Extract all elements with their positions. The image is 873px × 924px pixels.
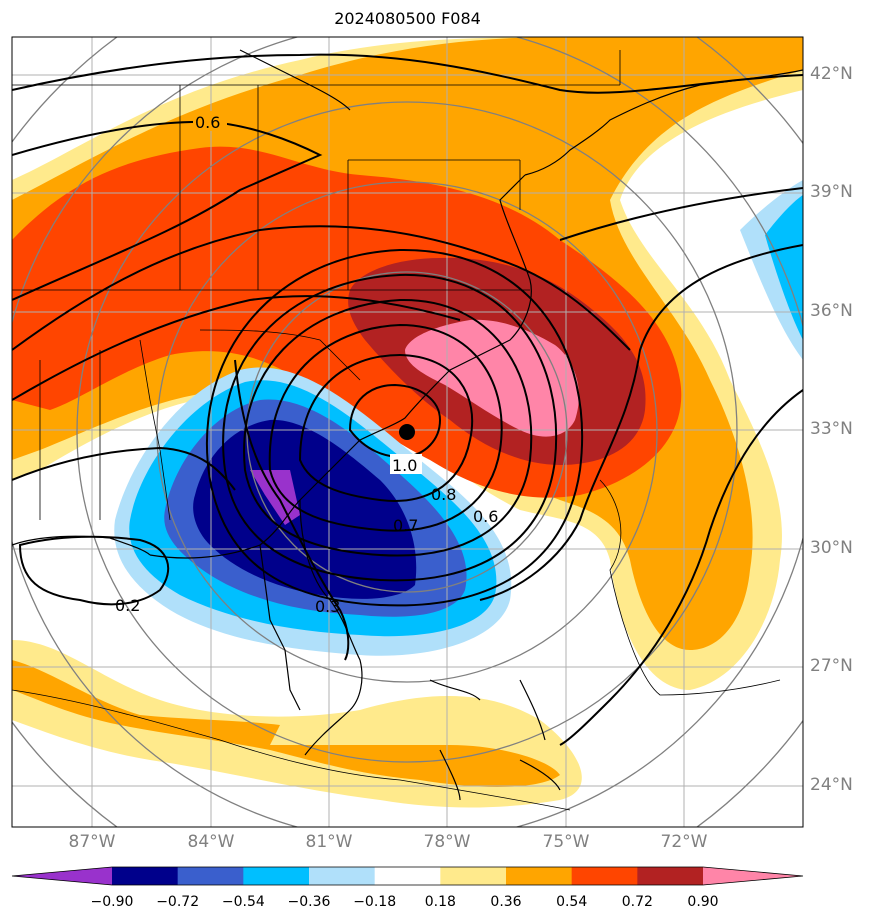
lat-label-27: 27°N: [810, 656, 853, 676]
contour-label: 0.2: [115, 596, 140, 615]
colorbar-tick-label: −0.54: [221, 894, 265, 910]
negative-anomaly-fill: [114, 367, 512, 656]
contour-label: 0.7: [393, 516, 418, 535]
lon-label-81: 81°W: [305, 832, 353, 852]
colorbar-tick-label: −0.90: [90, 894, 134, 910]
lon-label-87: 87°W: [68, 832, 116, 852]
colorbar-segment: [177, 867, 244, 885]
lon-label-72: 72°W: [660, 832, 708, 852]
colorbar-segment: [571, 867, 638, 885]
contour-label: 1.0: [392, 456, 417, 475]
colorbar-segment: [506, 867, 573, 885]
lat-label-42: 42°N: [810, 64, 853, 84]
positive-anomaly-fill: [12, 37, 803, 808]
colorbar-tick-label: 0.90: [687, 894, 719, 910]
colorbar-segment: [637, 867, 704, 885]
lat-label-36: 36°N: [810, 301, 853, 321]
lat-label-30: 30°N: [810, 538, 853, 558]
contour-label: 0.8: [431, 485, 456, 504]
colorbar-tick-label: −0.18: [353, 894, 397, 910]
colorbar-tick-label: −0.72: [156, 894, 200, 910]
colorbar-tick-label: −0.36: [287, 894, 331, 910]
contour-lines: [12, 53, 803, 746]
contour-label: 0.3: [315, 597, 340, 616]
colorbar-segment: [243, 867, 310, 885]
lat-label-39: 39°N: [810, 182, 853, 202]
lon-label-78: 78°W: [423, 832, 471, 852]
colorbar-tick-label: 0.36: [490, 894, 522, 910]
state-borders: [12, 50, 781, 811]
colorbar-segment: [374, 867, 441, 885]
colorbar-segment: [112, 867, 179, 885]
contour-label: 0.6: [195, 113, 220, 132]
graticule: [12, 37, 803, 827]
lat-label-33: 33°N: [810, 419, 853, 439]
colorbar-extend-min: [12, 867, 112, 885]
colorbar-outline: [11, 866, 804, 886]
lon-label-75: 75°W: [542, 832, 590, 852]
colorbar-extend-max: [703, 867, 803, 885]
plot-title: 2024080500 F084: [334, 9, 481, 28]
colorbar: [11, 866, 804, 886]
lat-label-24: 24°N: [810, 775, 853, 795]
colorbar-segment: [440, 867, 507, 885]
colorbar-tick-label: 0.18: [424, 894, 456, 910]
map-border: [11, 36, 804, 828]
storm-center-marker: [399, 424, 415, 440]
colorbar-tick-label: 0.72: [621, 894, 653, 910]
colorbar-segment: [309, 867, 376, 885]
colorbar-tick-label: 0.54: [556, 894, 588, 910]
contour-label-group: 0.6 1.0 0.8 0.7 0.6 0.2 0.3: [115, 111, 498, 616]
lon-label-84: 84°W: [187, 832, 235, 852]
contour-label: 0.6: [473, 507, 498, 526]
